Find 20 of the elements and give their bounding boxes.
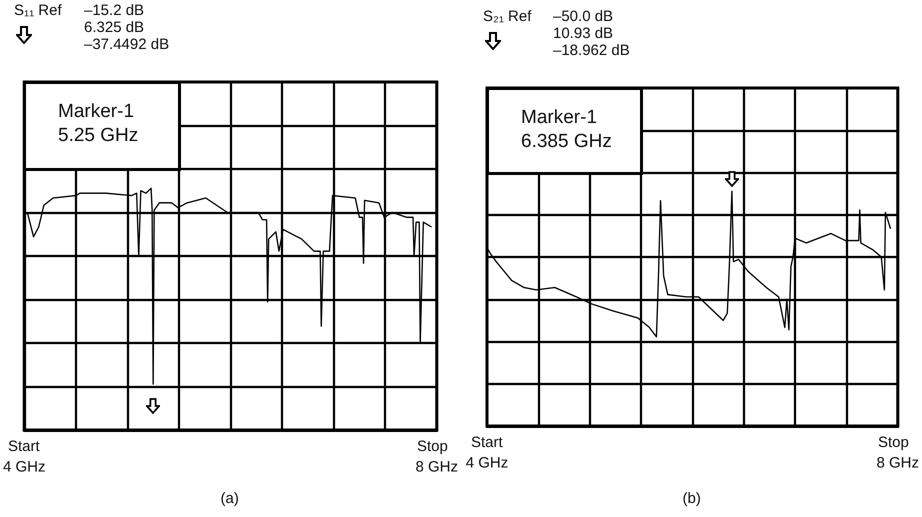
readout-box: Marker-1 5.25 GHz	[23, 81, 181, 171]
text: Stop	[878, 434, 909, 451]
text: Stop	[417, 438, 448, 455]
x-tick-label: 4 GHz	[2, 458, 46, 476]
readout-box: Marker-1 6.385 GHz	[486, 87, 644, 174]
text: Start	[8, 438, 40, 455]
text: 10.93 dB	[553, 25, 614, 42]
x-tick-label: 8 GHz	[415, 458, 458, 476]
text: –37.4492 dB	[84, 36, 170, 53]
text: 6.325 dB	[84, 19, 144, 36]
text: (a)	[220, 490, 239, 507]
text: –15.2 dB	[84, 2, 144, 19]
text: Start	[471, 434, 503, 451]
text: S₂₁ Ref	[483, 8, 532, 25]
text: –50.0 dB	[553, 8, 614, 25]
x-tick-label: 4 GHz	[466, 454, 508, 472]
x-tick-label: 8 GHz	[876, 454, 920, 472]
text: (b)	[682, 490, 701, 507]
text: –18.962 dB	[553, 42, 630, 59]
text: S₁₁ Ref	[14, 2, 62, 19]
